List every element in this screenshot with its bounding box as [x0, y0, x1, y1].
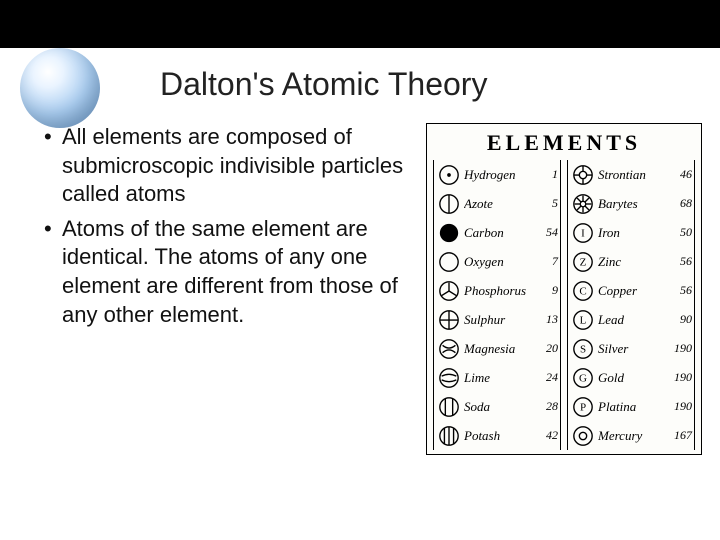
element-row: P Platina190 [568, 392, 694, 421]
bullet-list: All elements are composed of submicrosco… [44, 123, 414, 455]
svg-text:G: G [579, 372, 587, 384]
element-weight: 190 [670, 399, 694, 414]
element-weight: 46 [670, 167, 694, 182]
element-name: Barytes [598, 196, 670, 212]
carbon-symbol-icon [437, 221, 461, 245]
element-name: Magnesia [464, 341, 536, 357]
element-name: Copper [598, 283, 670, 299]
element-row: Magnesia20 [434, 334, 560, 363]
sulphur-symbol-icon [437, 308, 461, 332]
element-name: Platina [598, 399, 670, 415]
element-row: L Lead90 [568, 305, 694, 334]
element-weight: 13 [536, 312, 560, 327]
elements-heading: ELEMENTS [433, 130, 695, 156]
element-weight: 9 [536, 283, 560, 298]
element-weight: 50 [670, 225, 694, 240]
element-name: Phosphorus [464, 283, 536, 299]
element-weight: 20 [536, 341, 560, 356]
top-bar [0, 0, 720, 48]
element-row: G Gold190 [568, 363, 694, 392]
svg-text:L: L [580, 314, 587, 326]
magnesia-symbol-icon [437, 337, 461, 361]
element-name: Potash [464, 428, 536, 444]
element-weight: 68 [670, 196, 694, 211]
element-name: Iron [598, 225, 670, 241]
svg-text:I: I [581, 227, 585, 239]
element-row: Potash42 [434, 421, 560, 450]
mercury-symbol-icon [571, 424, 595, 448]
content-area: All elements are composed of submicrosco… [0, 123, 720, 455]
element-row: Soda28 [434, 392, 560, 421]
elements-left-column: Hydrogen1Azote5Carbon54Oxygen7Phosphorus… [433, 160, 561, 450]
element-weight: 56 [670, 254, 694, 269]
lead-symbol-icon: L [571, 308, 595, 332]
element-name: Strontian [598, 167, 670, 183]
element-row: I Iron50 [568, 218, 694, 247]
element-weight: 1 [536, 167, 560, 182]
svg-text:P: P [580, 401, 586, 413]
element-name: Lime [464, 370, 536, 386]
element-row: Azote5 [434, 189, 560, 218]
element-row: S Silver190 [568, 334, 694, 363]
lime-symbol-icon [437, 366, 461, 390]
element-row: Oxygen7 [434, 247, 560, 276]
element-row: Strontian46 [568, 160, 694, 189]
bullet-item: All elements are composed of submicrosco… [44, 123, 414, 209]
element-weight: 54 [536, 225, 560, 240]
oxygen-symbol-icon [437, 250, 461, 274]
sphere-decoration [20, 48, 100, 128]
element-weight: 190 [670, 370, 694, 385]
barytes-symbol-icon [571, 192, 595, 216]
element-weight: 56 [670, 283, 694, 298]
element-row: Lime24 [434, 363, 560, 392]
elements-right-column: Strontian46Barytes68IIron50ZZinc56CCoppe… [567, 160, 695, 450]
platina-symbol-icon: P [571, 395, 595, 419]
element-row: Mercury167 [568, 421, 694, 450]
hydrogen-symbol-icon [437, 163, 461, 187]
svg-text:S: S [580, 343, 586, 355]
element-weight: 167 [670, 428, 694, 443]
element-row: C Copper56 [568, 276, 694, 305]
element-weight: 42 [536, 428, 560, 443]
element-row: Carbon54 [434, 218, 560, 247]
bullet-item: Atoms of the same element are identical.… [44, 215, 414, 329]
element-name: Mercury [598, 428, 670, 444]
element-name: Carbon [464, 225, 536, 241]
slide-title: Dalton's Atomic Theory [160, 66, 720, 103]
element-name: Sulphur [464, 312, 536, 328]
element-row: Sulphur13 [434, 305, 560, 334]
element-name: Silver [598, 341, 670, 357]
potash-symbol-icon [437, 424, 461, 448]
svg-text:Z: Z [580, 256, 587, 268]
phosphorus-symbol-icon [437, 279, 461, 303]
element-row: Barytes68 [568, 189, 694, 218]
strontian-symbol-icon [571, 163, 595, 187]
element-weight: 5 [536, 196, 560, 211]
element-row: Z Zinc56 [568, 247, 694, 276]
element-name: Zinc [598, 254, 670, 270]
element-weight: 28 [536, 399, 560, 414]
soda-symbol-icon [437, 395, 461, 419]
copper-symbol-icon: C [571, 279, 595, 303]
element-name: Lead [598, 312, 670, 328]
gold-symbol-icon: G [571, 366, 595, 390]
element-weight: 24 [536, 370, 560, 385]
zinc-symbol-icon: Z [571, 250, 595, 274]
element-name: Gold [598, 370, 670, 386]
silver-symbol-icon: S [571, 337, 595, 361]
elements-table: ELEMENTS Hydrogen1Azote5Carbon54Oxygen7P… [426, 123, 702, 455]
element-weight: 7 [536, 254, 560, 269]
element-weight: 90 [670, 312, 694, 327]
element-row: Hydrogen1 [434, 160, 560, 189]
element-name: Azote [464, 196, 536, 212]
element-name: Oxygen [464, 254, 536, 270]
element-row: Phosphorus9 [434, 276, 560, 305]
element-weight: 190 [670, 341, 694, 356]
iron-symbol-icon: I [571, 221, 595, 245]
element-name: Hydrogen [464, 167, 536, 183]
svg-text:C: C [579, 285, 586, 297]
azote-symbol-icon [437, 192, 461, 216]
element-name: Soda [464, 399, 536, 415]
